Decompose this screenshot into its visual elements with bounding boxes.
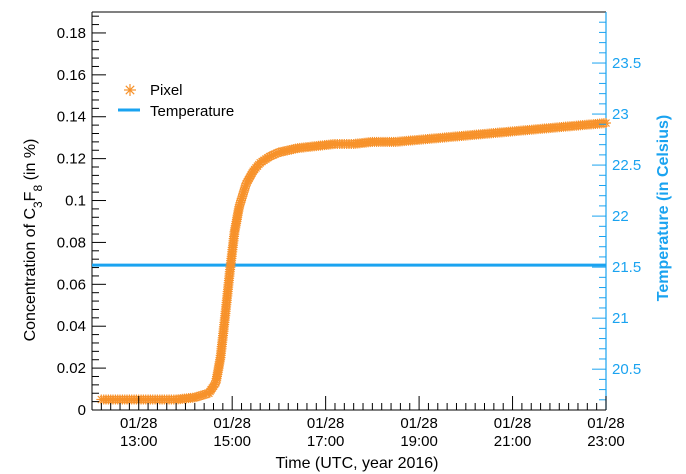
x-tick-date: 01/28 [400, 415, 438, 432]
y-tick-label: 0.02 [57, 360, 86, 377]
legend: Pixel Temperature [118, 82, 234, 120]
y-tick-label: 0 [78, 402, 86, 419]
x-tick-date: 01/28 [120, 415, 158, 432]
x-tick-time: 17:00 [307, 433, 345, 450]
y2-tick-label: 21 [612, 310, 629, 327]
y-axis-title: Concentration of C3F8 (in %) [22, 139, 45, 342]
y-tick-label: 0.1 [65, 193, 86, 210]
y-tick-label: 0.16 [57, 67, 86, 84]
x-tick-time: 19:00 [400, 433, 438, 450]
plot-frame [91, 11, 607, 411]
legend-pixel-asterisk [124, 84, 136, 96]
y-axis-title-tail: (in %) [22, 139, 39, 185]
pixel-point [601, 118, 611, 128]
y-tick-label: 0.12 [57, 151, 86, 168]
x-tick-time: 13:00 [120, 433, 158, 450]
x-tick-time: 15:00 [213, 433, 251, 450]
y2-tick-label: 22 [612, 208, 629, 225]
y2-tick-label: 23.5 [612, 55, 641, 72]
axes: 0 0.02 0.04 0.06 0.08 0.1 0.12 0.14 0.16 0.18 20.5… [57, 15, 641, 450]
legend-temperature-label: Temperature [150, 103, 234, 120]
legend-pixel-marker [124, 84, 136, 96]
y-axis-title-sub2: 8 [31, 185, 45, 192]
y-axis-title-mid: F [22, 191, 39, 201]
y2-tick-label: 20.5 [612, 361, 641, 378]
x-tick-date: 01/28 [587, 415, 625, 432]
y2-axis-title: Temperature (in Celsius) [655, 115, 672, 301]
pixel-series [96, 118, 611, 405]
legend-pixel-label: Pixel [150, 82, 183, 99]
y-tick-label: 0.14 [57, 109, 86, 126]
y2-tick-label: 21.5 [612, 259, 641, 276]
y-axis-title-sub1: 3 [31, 201, 45, 208]
x-tick-time: 23:00 [587, 433, 625, 450]
x-axis-title: Time (UTC, year 2016) [276, 455, 439, 472]
x-tick-date: 01/28 [307, 415, 345, 432]
y-tick-label: 0.18 [57, 25, 86, 42]
y-tick-label: 0.04 [57, 318, 86, 335]
y-tick-label: 0.06 [57, 276, 86, 293]
y2-tick-label: 22.5 [612, 157, 641, 174]
x-tick-time: 21:00 [494, 433, 532, 450]
x-tick-date: 01/28 [213, 415, 251, 432]
y-axis-title-main: Concentration of C [22, 208, 39, 341]
y2-tick-label: 23 [612, 106, 629, 123]
y-tick-label: 0.08 [57, 234, 86, 251]
x-tick-date: 01/28 [494, 415, 532, 432]
